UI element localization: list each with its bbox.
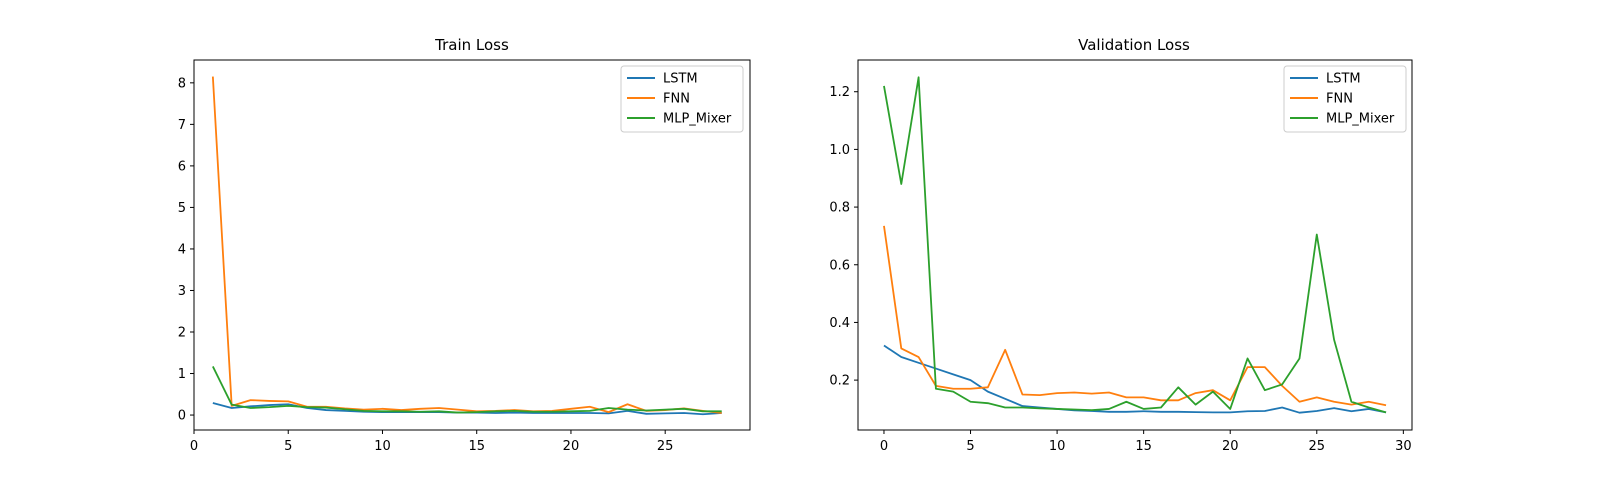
train-loss-legend-label-lstm: LSTM xyxy=(663,72,698,87)
train-loss-ytick-label-8: 8 xyxy=(178,76,186,91)
train-loss-plot-frame xyxy=(193,59,751,431)
validation-loss-xtick-label-15: 15 xyxy=(1135,439,1152,454)
train-loss-title: Train Loss xyxy=(434,36,509,54)
validation-loss-legend-label-lstm: LSTM xyxy=(1326,72,1361,87)
train-loss-ytick-label-6: 6 xyxy=(178,159,186,174)
train-loss-xtick-label-25: 25 xyxy=(657,439,674,454)
train-loss-ytick-label-5: 5 xyxy=(178,201,186,216)
validation-loss-legend-box xyxy=(1283,65,1407,133)
train-loss-xtick-label-10: 10 xyxy=(374,439,391,454)
validation-loss-ticks: 0 5 10 15 20 25 30 0.2 0.4 0.6 0.8 1.0 1.2 xyxy=(829,85,1411,454)
validation-loss-ytick-label-0-6: 0.6 xyxy=(829,258,850,273)
validation-loss-panel: Validation Loss 0 5 10 15 20 25 30 0.2 0.4 0.6 0.8… xyxy=(829,36,1413,454)
validation-loss-legend-label-mlp-mixer: MLP_Mixer xyxy=(1326,112,1395,127)
validation-loss-xtick-label-30: 30 xyxy=(1395,439,1412,454)
validation-loss-xtick-label-10: 10 xyxy=(1049,439,1066,454)
train-loss-ytick-label-2: 2 xyxy=(178,325,186,340)
validation-loss-xtick-label-0: 0 xyxy=(880,439,888,454)
validation-loss-xtick-label-20: 20 xyxy=(1222,439,1239,454)
validation-loss-title: Validation Loss xyxy=(1078,36,1190,54)
validation-loss-ytick-label-1-0: 1.0 xyxy=(829,143,850,158)
train-loss-ytick-label-4: 4 xyxy=(178,242,186,257)
train-loss-ytick-label-3: 3 xyxy=(178,284,186,299)
validation-loss-series-line-mlp-mixer xyxy=(883,76,1387,414)
validation-loss-legend-label-fnn: FNN xyxy=(1326,92,1353,107)
train-loss-series-line-mlp-mixer xyxy=(212,366,722,414)
train-loss-ytick-label-0: 0 xyxy=(178,409,186,424)
validation-loss-xtick-label-5: 5 xyxy=(966,439,974,454)
validation-loss-series-line-lstm xyxy=(883,344,1387,414)
validation-loss-series-line-fnn xyxy=(883,225,1387,407)
train-loss-legend-label-fnn: FNN xyxy=(663,92,690,107)
train-loss-legend: LSTM FNN MLP_Mixer xyxy=(620,65,744,133)
train-loss-legend-box xyxy=(620,65,744,133)
validation-loss-lines xyxy=(883,76,1387,414)
train-loss-xtick-label-15: 15 xyxy=(468,439,485,454)
train-loss-xtick-label-5: 5 xyxy=(284,439,292,454)
validation-loss-xtick-label-25: 25 xyxy=(1309,439,1326,454)
validation-loss-ytick-label-0-2: 0.2 xyxy=(829,374,850,389)
validation-loss-plot-frame xyxy=(857,59,1413,431)
validation-loss-ytick-label-0-8: 0.8 xyxy=(829,201,850,216)
train-loss-ytick-label-1: 1 xyxy=(178,367,186,382)
train-loss-series-line-fnn xyxy=(211,76,722,414)
validation-loss-legend: LSTM FNN MLP_Mixer xyxy=(1283,65,1407,133)
train-loss-panel: Train Loss 0 5 10 15 20 25 0 1 2 3 4 5 6 7 8 LSTM FNN … xyxy=(178,36,751,454)
train-loss-lines xyxy=(211,76,722,416)
train-loss-legend-label-mlp-mixer: MLP_Mixer xyxy=(663,112,732,127)
train-loss-ticks: 0 5 10 15 20 25 0 1 2 3 4 5 6 7 8 xyxy=(178,76,674,454)
validation-loss-ytick-label-0-4: 0.4 xyxy=(829,316,850,331)
validation-loss-ytick-label-1-2: 1.2 xyxy=(829,85,850,100)
train-loss-xtick-label-20: 20 xyxy=(563,439,580,454)
train-loss-ytick-label-7: 7 xyxy=(178,118,186,133)
train-loss-xtick-label-0: 0 xyxy=(190,439,198,454)
